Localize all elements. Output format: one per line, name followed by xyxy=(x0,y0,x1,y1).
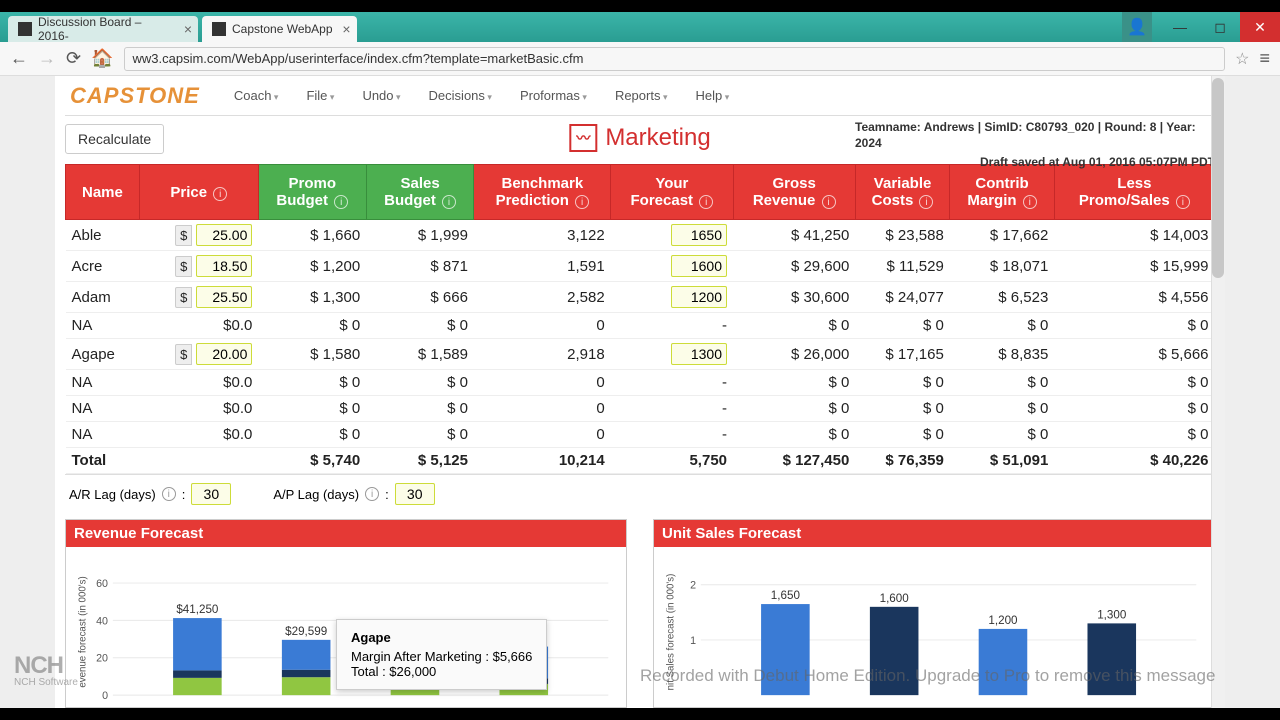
marketing-icon: 〰 xyxy=(569,124,597,152)
header-contrib-margin: ContribMargin i xyxy=(950,165,1054,220)
price-input[interactable] xyxy=(196,286,252,308)
price-input[interactable] xyxy=(196,255,252,277)
minimize-button[interactable]: — xyxy=(1160,12,1200,42)
table-row: NA$0.0$ 0$ 00-$ 0$ 0$ 0$ 0 xyxy=(66,313,1215,339)
table-row: NA$0.0$ 0$ 00-$ 0$ 0$ 0$ 0 xyxy=(66,370,1215,396)
page-title: 〰 Marketing xyxy=(569,124,710,152)
svg-text:40: 40 xyxy=(96,615,108,627)
menu-decisions[interactable]: Decisions xyxy=(415,88,506,103)
total-row: Total$ 5,740$ 5,12510,2145,750$ 127,450$… xyxy=(66,448,1215,474)
svg-text:$29,599: $29,599 xyxy=(285,625,327,638)
forward-button[interactable]: → xyxy=(38,48,56,69)
header-variable-costs: VariableCosts i xyxy=(855,165,949,220)
table-row: Able$$ 1,660$ 1,9993,122$ 41,250$ 23,588… xyxy=(66,220,1215,251)
address-bar: ← → ⟳ 🏠 ww3.capsim.com/WebApp/userinterf… xyxy=(0,42,1280,76)
info-icon[interactable]: i xyxy=(213,187,227,201)
info-icon[interactable]: i xyxy=(699,195,713,209)
svg-text:$41,250: $41,250 xyxy=(176,603,219,616)
table-row: NA$0.0$ 0$ 00-$ 0$ 0$ 0$ 0 xyxy=(66,422,1215,448)
menu-file[interactable]: File xyxy=(292,88,348,103)
info-icon[interactable]: i xyxy=(162,487,176,501)
forecast-input[interactable] xyxy=(671,343,727,365)
recalculate-button[interactable]: Recalculate xyxy=(65,124,164,154)
price-input[interactable] xyxy=(196,343,252,365)
lag-row: A/R Lag (days) i : A/P Lag (days) i : xyxy=(65,474,1215,513)
forecast-input[interactable] xyxy=(671,224,727,246)
tab-close-icon[interactable]: × xyxy=(184,21,192,37)
unit-sales-forecast-chart: Unit Sales Forecast nit Sales forecast (… xyxy=(653,519,1215,708)
header-sales-budget: SalesBudget i xyxy=(366,165,474,220)
app-menu-bar: CAPSTONE CoachFileUndoDecisionsProformas… xyxy=(65,76,1215,116)
header-price: Price i xyxy=(139,165,258,220)
table-row: NA$0.0$ 0$ 00-$ 0$ 0$ 0$ 0 xyxy=(66,396,1215,422)
price-input[interactable] xyxy=(196,224,252,246)
svg-text:1,200: 1,200 xyxy=(988,614,1018,627)
info-icon[interactable]: i xyxy=(442,195,456,209)
logo: CAPSTONE xyxy=(65,83,220,109)
menu-icon[interactable]: ≡ xyxy=(1259,48,1270,69)
header-your-forecast: YourForecast i xyxy=(611,165,733,220)
svg-text:60: 60 xyxy=(96,578,108,590)
team-info: Teamname: Andrews | SimID: C80793_020 | … xyxy=(855,120,1215,171)
header-promo-budget: PromoBudget i xyxy=(258,165,366,220)
browser-tab[interactable]: Discussion Board – 2016-× xyxy=(8,16,198,42)
marketing-table: NamePrice iPromoBudget iSalesBudget iBen… xyxy=(65,164,1215,474)
svg-text:1: 1 xyxy=(690,635,696,647)
svg-text:evenue forecast (in 000's): evenue forecast (in 000's) xyxy=(78,576,89,687)
header-benchmark-prediction: BenchmarkPrediction i xyxy=(474,165,611,220)
revenue-forecast-chart: Revenue Forecast evenue forecast (in 000… xyxy=(65,519,627,708)
table-row: Acre$$ 1,200$ 8711,591$ 29,600$ 11,529$ … xyxy=(66,251,1215,282)
home-button[interactable]: 🏠 xyxy=(91,48,113,69)
forecast-input[interactable] xyxy=(671,286,727,308)
header-name: Name xyxy=(66,165,140,220)
menu-reports[interactable]: Reports xyxy=(601,88,682,103)
header-less-promo-sales: LessPromo/Sales i xyxy=(1054,165,1214,220)
menu-help[interactable]: Help xyxy=(682,88,744,103)
svg-text:1,300: 1,300 xyxy=(1097,609,1127,622)
info-icon[interactable]: i xyxy=(575,195,589,209)
forecast-input[interactable] xyxy=(671,255,727,277)
svg-text:2: 2 xyxy=(690,580,696,592)
info-icon[interactable]: i xyxy=(919,195,933,209)
menu-coach[interactable]: Coach xyxy=(220,88,293,103)
scrollbar[interactable] xyxy=(1211,76,1225,708)
info-icon[interactable]: i xyxy=(365,487,379,501)
close-button[interactable]: ✕ xyxy=(1240,12,1280,42)
back-button[interactable]: ← xyxy=(10,48,28,69)
svg-text:1,600: 1,600 xyxy=(880,592,910,605)
menu-undo[interactable]: Undo xyxy=(348,88,414,103)
browser-tab[interactable]: Capstone WebApp× xyxy=(202,16,357,42)
url-field[interactable]: ww3.capsim.com/WebApp/userinterface/inde… xyxy=(124,47,1226,71)
bookmark-icon[interactable]: ☆ xyxy=(1235,49,1249,69)
info-icon[interactable]: i xyxy=(334,195,348,209)
profile-icon[interactable]: 👤 xyxy=(1122,12,1152,42)
info-icon[interactable]: i xyxy=(1176,195,1190,209)
info-icon[interactable]: i xyxy=(1023,195,1037,209)
tab-close-icon[interactable]: × xyxy=(342,21,350,37)
nch-logo: NCH NCH Software xyxy=(14,654,78,688)
svg-text:20: 20 xyxy=(96,653,108,665)
ar-lag-input[interactable] xyxy=(191,483,231,505)
tab-bar: Discussion Board – 2016-×Capstone WebApp… xyxy=(0,12,1280,42)
ap-lag-input[interactable] xyxy=(395,483,435,505)
table-row: Agape$$ 1,580$ 1,5892,918$ 26,000$ 17,16… xyxy=(66,339,1215,370)
info-icon[interactable]: i xyxy=(822,195,836,209)
maximize-button[interactable]: ◻ xyxy=(1200,12,1240,42)
svg-text:1,650: 1,650 xyxy=(771,589,801,602)
reload-button[interactable]: ⟳ xyxy=(66,48,81,69)
menu-proformas[interactable]: Proformas xyxy=(506,88,601,103)
table-row: Adam$$ 1,300$ 6662,582$ 30,600$ 24,077$ … xyxy=(66,282,1215,313)
chart-tooltip: AgapeMargin After Marketing : $5,666Tota… xyxy=(336,619,547,690)
header-gross-revenue: GrossRevenue i xyxy=(733,165,855,220)
svg-text:0: 0 xyxy=(102,690,108,702)
svg-text:nit Sales forecast (in 000's): nit Sales forecast (in 000's) xyxy=(666,574,677,691)
